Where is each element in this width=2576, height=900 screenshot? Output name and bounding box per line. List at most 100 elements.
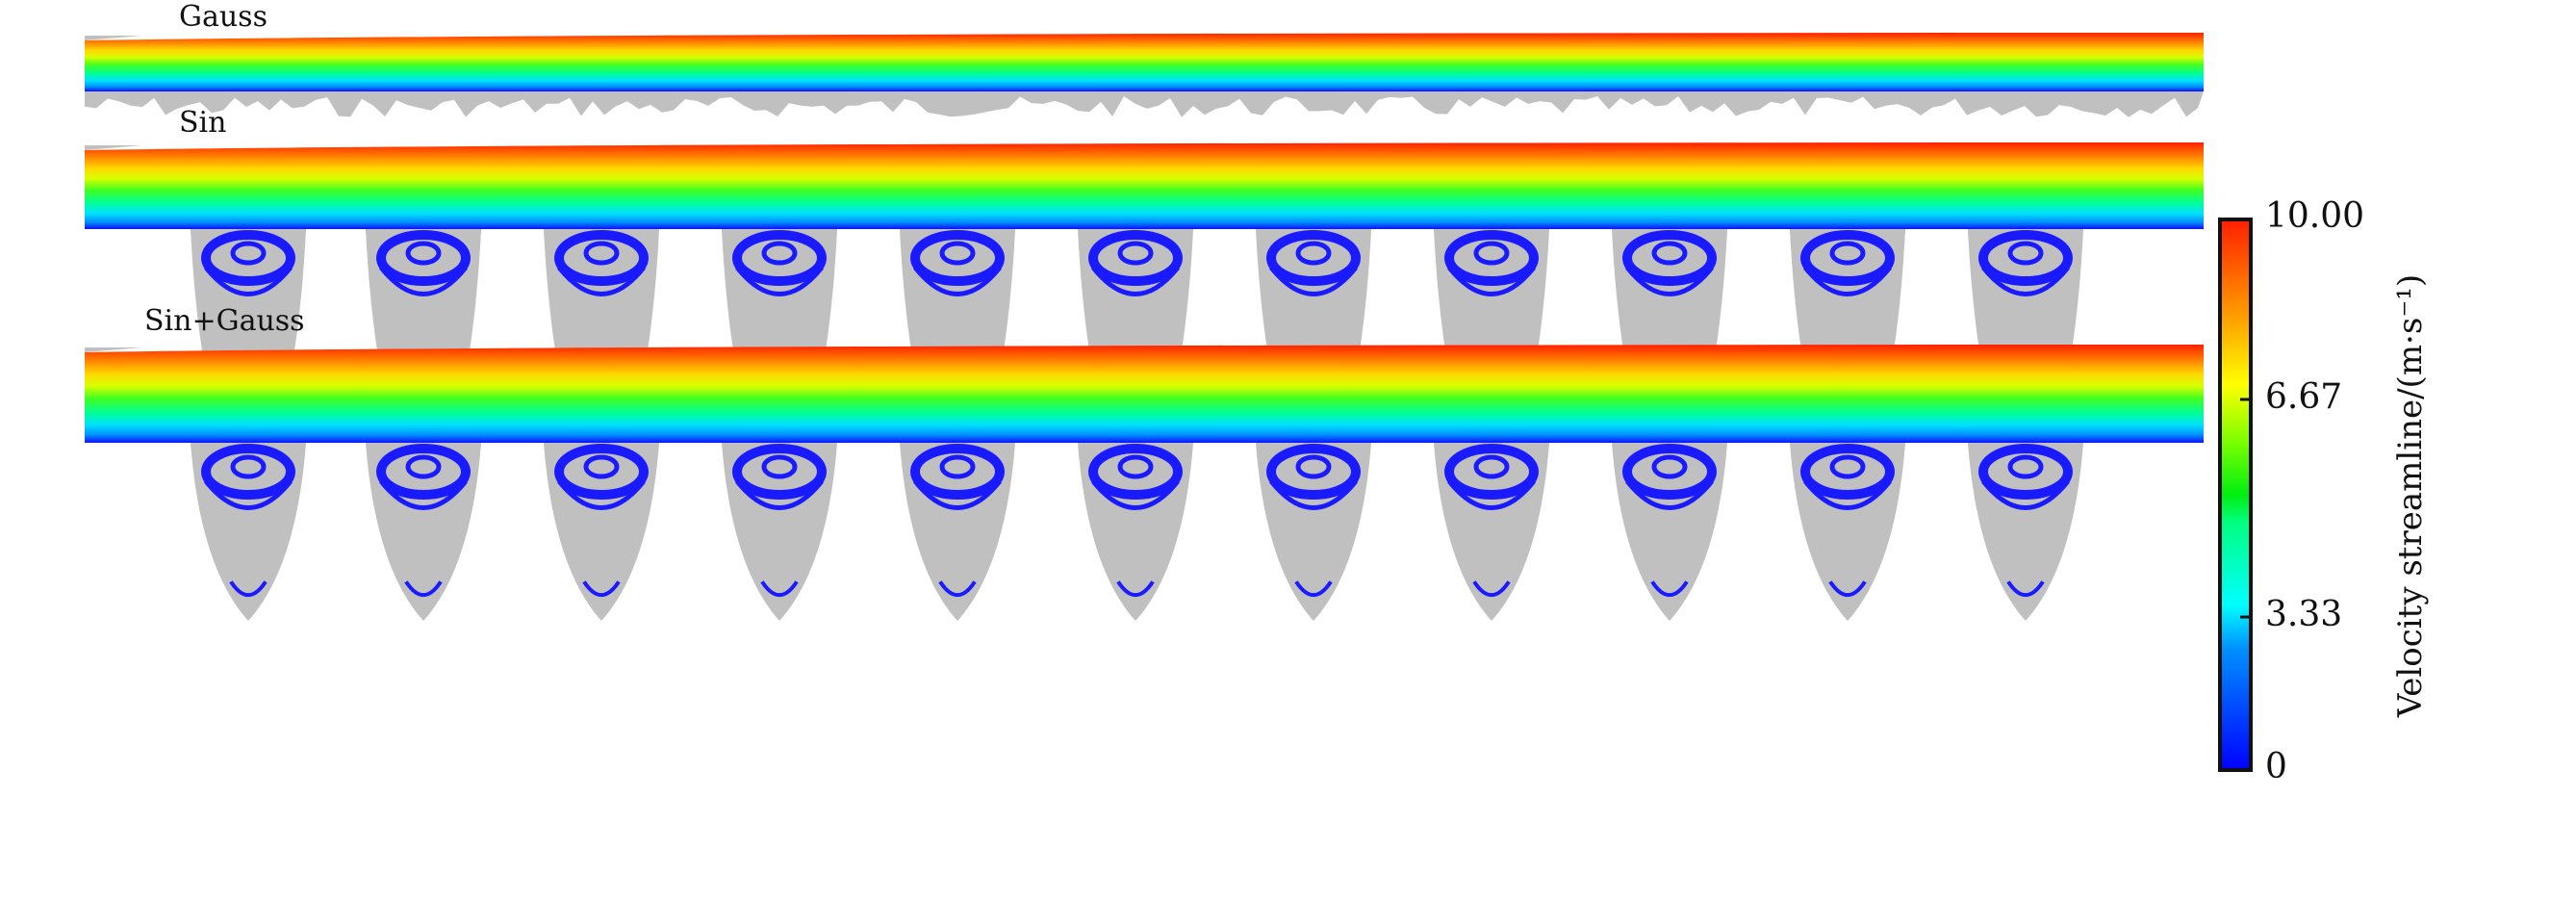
vortex-core <box>761 454 798 479</box>
streamline-arc <box>1447 266 1536 296</box>
vortex-core <box>1295 241 1332 266</box>
vortex-ring <box>1444 230 1539 286</box>
vortex-core <box>1117 241 1154 266</box>
streamline-arc <box>1091 479 1180 510</box>
vortex-core <box>1651 454 1688 479</box>
velocity-field <box>85 33 2204 91</box>
vortex-core <box>1295 454 1332 479</box>
streamline-arc <box>1650 580 1689 598</box>
cavity <box>1790 443 1905 621</box>
vortex-core <box>405 241 442 266</box>
vortex-ring <box>732 444 827 500</box>
streamline-arc <box>913 479 1002 510</box>
cavity <box>1434 443 1549 621</box>
streamline-arc <box>2006 580 2045 598</box>
colorbar-tick-label: 10.00 <box>2265 196 2365 236</box>
streamline-arc <box>204 479 293 510</box>
streamline-arc <box>1269 479 1358 510</box>
vortex-ring <box>1800 444 1895 500</box>
streamline-arc <box>557 266 646 296</box>
vortex-ring <box>1444 444 1539 500</box>
streamline-arc <box>913 266 1002 296</box>
streamline-arc <box>1625 479 1714 510</box>
vortex-ring <box>554 230 649 286</box>
cavity <box>1968 443 2083 621</box>
cavity <box>1612 443 1727 621</box>
colorbar-tick-label: 0 <box>2265 747 2287 786</box>
vortex-ring <box>1622 230 1717 286</box>
streamline-arc <box>735 266 824 296</box>
vortex-ring <box>910 230 1005 286</box>
vortex-core <box>1829 241 1866 266</box>
vortex-core <box>230 454 267 479</box>
vortex-core <box>939 241 976 266</box>
streamline-arc <box>1447 479 1536 510</box>
streamline-arc <box>1981 479 2070 510</box>
vortex-core <box>230 241 267 266</box>
streamline-arc <box>1981 266 2070 296</box>
vortex-core <box>2007 454 2044 479</box>
vortex-ring <box>554 444 649 500</box>
streamline-arc <box>760 580 799 598</box>
vortex-ring <box>1266 444 1361 500</box>
streamline-arc <box>1803 266 1892 296</box>
streamline-arc <box>1091 266 1180 296</box>
vortex-core <box>1473 241 1510 266</box>
vortex-ring <box>1088 230 1183 286</box>
vortex-core <box>1117 454 1154 479</box>
panel-label-sin-gauss: Sin+Gauss <box>144 304 305 338</box>
cavity <box>366 443 481 621</box>
streamline-arc <box>229 580 268 598</box>
vortex-core <box>1651 241 1688 266</box>
streamline-arc <box>379 479 468 510</box>
vortex-ring <box>1978 230 2073 286</box>
vortex-ring <box>732 230 827 286</box>
vortex-core <box>583 241 620 266</box>
vortex-core <box>761 241 798 266</box>
streamline-arc <box>1472 580 1511 598</box>
cavity <box>900 443 1015 621</box>
vortex-ring <box>1622 444 1717 500</box>
vortex-core <box>1473 454 1510 479</box>
cavity <box>1078 443 1193 621</box>
streamline-arc <box>938 580 977 598</box>
streamline-arc <box>1116 580 1155 598</box>
streamline-arc <box>1828 580 1867 598</box>
streamline-arc <box>379 266 468 296</box>
streamline-arc <box>735 479 824 510</box>
vortex-core <box>1829 454 1866 479</box>
velocity-field <box>85 345 2204 443</box>
colorbar-title: Velocity streamline/(m·s⁻¹) <box>2391 273 2430 718</box>
streamline-arc <box>1294 580 1333 598</box>
streamline-arc <box>204 266 293 296</box>
vortex-core <box>2007 241 2044 266</box>
vortex-ring <box>201 230 295 286</box>
cavity <box>1256 443 1371 621</box>
colorbar-tick-label: 3.33 <box>2265 595 2343 634</box>
streamline-arc <box>1625 266 1714 296</box>
vortex-ring <box>1800 230 1895 286</box>
colorbar-tick-label: 6.67 <box>2265 377 2343 417</box>
cavity <box>722 443 837 621</box>
streamline-arc <box>1269 266 1358 296</box>
inlet-edge <box>85 347 142 352</box>
inlet-edge <box>85 145 142 150</box>
inlet-edge <box>85 36 142 40</box>
panel-label-sin: Sin <box>179 106 227 140</box>
vortex-ring <box>1088 444 1183 500</box>
vortex-ring <box>376 230 471 286</box>
vortex-core <box>583 454 620 479</box>
streamline-arc <box>557 479 646 510</box>
vortex-ring <box>1266 230 1361 286</box>
panel-label-gauss: Gauss <box>179 0 268 34</box>
streamline-arc <box>1803 479 1892 510</box>
vortex-ring <box>910 444 1005 500</box>
velocity-field <box>85 142 2204 229</box>
vortex-ring <box>376 444 471 500</box>
vortex-core <box>939 454 976 479</box>
vortex-ring <box>201 444 295 500</box>
cavity <box>544 443 659 621</box>
vortex-ring <box>1978 444 2073 500</box>
colorbar <box>2218 218 2253 772</box>
